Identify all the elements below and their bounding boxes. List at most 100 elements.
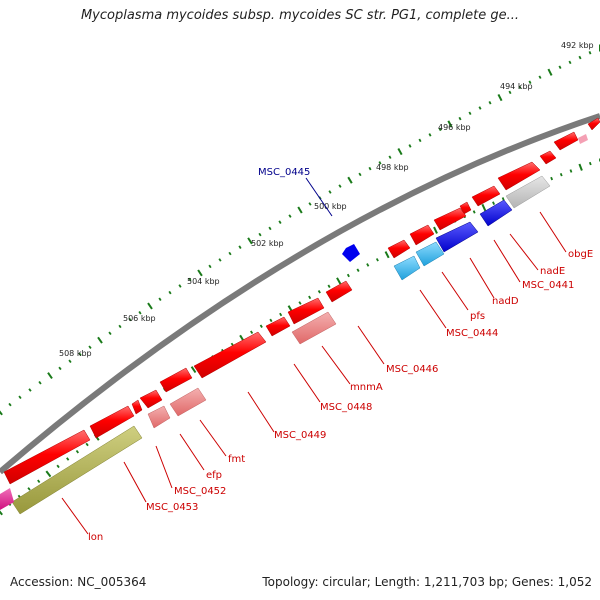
label-mnmA[interactable]: mnmA xyxy=(350,382,383,393)
label-MSC_0449[interactable]: MSC_0449 xyxy=(274,430,326,441)
label-nadE[interactable]: nadE xyxy=(540,266,565,277)
tick-mark xyxy=(588,161,592,166)
tick-mark xyxy=(85,442,89,447)
gene-feature[interactable] xyxy=(0,488,14,510)
tick-mark xyxy=(338,184,342,188)
gene-nadD[interactable] xyxy=(435,221,479,253)
gene-fmt[interactable] xyxy=(169,387,207,417)
tick-mark xyxy=(559,172,563,177)
tick-mark xyxy=(488,100,492,105)
tick-mark xyxy=(384,251,390,259)
tick-mark xyxy=(308,295,312,300)
gene-feature[interactable] xyxy=(287,297,325,325)
label-obgE[interactable]: obgE xyxy=(568,249,593,260)
gene-MSC_0445[interactable] xyxy=(342,244,360,262)
gene-feature[interactable] xyxy=(89,405,135,439)
label-efp[interactable]: efp xyxy=(206,470,222,481)
gene-feature[interactable] xyxy=(131,399,143,415)
gene-nadE[interactable] xyxy=(479,199,513,227)
tick-mark xyxy=(428,133,432,137)
gene-efp[interactable] xyxy=(147,405,171,429)
label-MSC_0452[interactable]: MSC_0452 xyxy=(174,486,226,497)
gene-feature[interactable] xyxy=(433,207,467,231)
gene-MSC_0444[interactable] xyxy=(393,255,421,281)
tick-mark xyxy=(478,106,482,110)
label-MSC_0441[interactable]: MSC_0441 xyxy=(522,280,574,291)
tick-mark xyxy=(408,144,412,148)
gene-feature[interactable] xyxy=(471,185,501,207)
tick-mark xyxy=(317,290,321,294)
gene-feature[interactable] xyxy=(587,117,600,131)
gene-feature[interactable] xyxy=(553,131,579,151)
tick-mark xyxy=(158,297,162,301)
kbp-label-506: 506 kbp xyxy=(123,314,156,323)
gene-feature[interactable] xyxy=(3,429,91,485)
kbp-label-508: 508 kbp xyxy=(59,349,92,358)
tick-mark xyxy=(538,75,542,79)
tick-mark xyxy=(358,172,362,177)
tick-mark xyxy=(228,251,232,256)
tick-mark xyxy=(336,277,342,285)
leader-line xyxy=(419,289,447,329)
tick-mark xyxy=(75,449,80,454)
tick-mark xyxy=(0,410,3,416)
leader-line xyxy=(293,363,321,403)
label-MSC_0446[interactable]: MSC_0446 xyxy=(386,364,438,375)
tick-mark xyxy=(588,51,592,55)
tick-mark xyxy=(308,202,312,206)
tick-mark xyxy=(218,258,222,262)
label-lon[interactable]: lon xyxy=(88,532,103,543)
kbp-label-504: 504 kbp xyxy=(187,277,220,286)
tick-mark xyxy=(501,197,505,201)
tick-mark xyxy=(108,331,112,336)
gene-feature[interactable] xyxy=(325,280,353,303)
tick-mark xyxy=(197,269,203,277)
label-nadD[interactable]: nadD xyxy=(492,296,519,307)
gene-pfs[interactable] xyxy=(415,241,445,267)
gene-feature[interactable] xyxy=(409,224,435,246)
tick-mark xyxy=(28,388,32,392)
gene-lon[interactable] xyxy=(11,425,143,515)
gene-feature[interactable] xyxy=(159,367,193,393)
leader-line xyxy=(493,239,521,283)
tick-mark xyxy=(278,220,282,224)
gene-feature[interactable] xyxy=(497,161,541,191)
gene-feature[interactable] xyxy=(265,316,291,337)
kbp-labels: 492 kbp 494 kbp 496 kbp 498 kbp 500 kbp … xyxy=(59,41,594,358)
label-fmt[interactable]: fmt xyxy=(228,454,245,465)
kbp-label-494: 494 kbp xyxy=(500,82,533,91)
label-pfs[interactable]: pfs xyxy=(470,311,485,322)
tick-mark xyxy=(518,85,522,90)
tick-mark xyxy=(27,487,31,491)
tick-mark xyxy=(558,65,562,70)
gene-feature[interactable] xyxy=(139,389,163,409)
tick-mark xyxy=(433,226,438,234)
tick-mark xyxy=(68,359,72,364)
tick-mark xyxy=(578,55,582,60)
leader-line xyxy=(199,419,227,457)
tick-mark xyxy=(168,290,172,295)
tick-mark xyxy=(468,111,472,116)
label-MSC_0453[interactable]: MSC_0453 xyxy=(146,502,198,513)
topology-summary: Topology: circular; Length: 1,211,703 bp… xyxy=(262,575,592,589)
gene-feature[interactable] xyxy=(578,134,588,144)
tick-mark xyxy=(347,176,353,184)
gene-obgE[interactable] xyxy=(505,175,551,209)
tick-mark xyxy=(375,258,379,262)
gene-mnmA[interactable] xyxy=(291,311,337,345)
leader-line xyxy=(247,391,275,433)
tick-mark xyxy=(8,402,12,407)
tick-mark xyxy=(147,302,153,310)
tick-mark xyxy=(327,284,331,289)
label-MSC_0448[interactable]: MSC_0448 xyxy=(320,402,372,413)
label-MSC_0445[interactable]: MSC_0445 xyxy=(258,167,310,178)
gene-feature[interactable] xyxy=(387,239,411,259)
tick-mark xyxy=(269,318,273,323)
label-MSC_0444[interactable]: MSC_0444 xyxy=(446,328,498,339)
tick-mark xyxy=(238,245,242,249)
forward-genes xyxy=(3,117,600,485)
tick-mark xyxy=(258,232,262,237)
tick-mark xyxy=(88,345,92,349)
gene-feature[interactable] xyxy=(193,331,267,379)
gene-feature[interactable] xyxy=(539,150,557,165)
